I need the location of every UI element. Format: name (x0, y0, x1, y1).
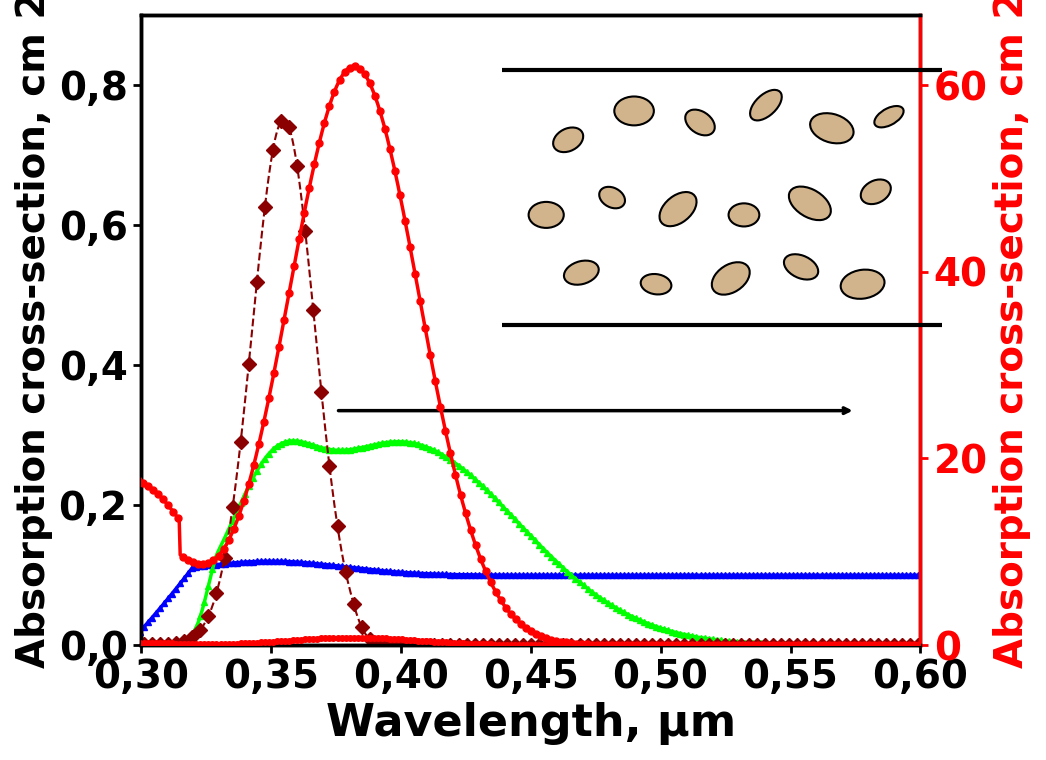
green (733, 638, 746, 647)
Ellipse shape (789, 187, 831, 220)
Ellipse shape (810, 113, 854, 144)
darkred (277, 115, 290, 124)
Line: green: green (124, 438, 936, 649)
Ellipse shape (711, 262, 750, 295)
green (170, 640, 183, 649)
Ellipse shape (553, 128, 583, 152)
blue (590, 571, 602, 580)
Ellipse shape (861, 179, 890, 204)
red (590, 640, 602, 649)
green (121, 641, 134, 650)
red (927, 641, 939, 650)
darkred (590, 641, 602, 650)
green (611, 604, 623, 613)
blue (733, 571, 746, 580)
red (733, 641, 746, 650)
Ellipse shape (640, 274, 672, 294)
Ellipse shape (614, 97, 654, 125)
Line: red: red (124, 63, 936, 649)
blue (636, 571, 649, 580)
Ellipse shape (685, 109, 714, 135)
green (590, 591, 602, 600)
red (611, 641, 623, 650)
blue (170, 583, 183, 592)
red (636, 641, 649, 650)
red (121, 471, 134, 480)
green (636, 616, 649, 625)
Ellipse shape (528, 202, 564, 228)
blue (816, 571, 828, 580)
darkred (121, 639, 134, 648)
blue (121, 641, 134, 650)
darkred (816, 641, 828, 650)
Ellipse shape (840, 270, 884, 299)
Ellipse shape (750, 90, 781, 121)
Ellipse shape (783, 255, 818, 280)
darkred (927, 641, 939, 650)
Ellipse shape (874, 106, 904, 128)
darkred (170, 638, 183, 648)
Ellipse shape (659, 192, 697, 226)
Line: darkred: darkred (122, 115, 938, 650)
Line: blue: blue (124, 559, 936, 648)
green (816, 641, 828, 650)
darkred (636, 641, 649, 650)
darkred (733, 641, 746, 650)
blue (265, 556, 277, 565)
Y-axis label: Absorption cross-section, cm 2: Absorption cross-section, cm 2 (993, 0, 1031, 668)
X-axis label: Wavelength, μm: Wavelength, μm (325, 702, 735, 745)
Ellipse shape (564, 261, 598, 285)
red (170, 512, 183, 521)
darkred (611, 641, 623, 650)
blue (611, 571, 623, 580)
Ellipse shape (728, 204, 759, 226)
blue (927, 571, 939, 580)
red (347, 62, 360, 71)
Ellipse shape (599, 187, 624, 208)
green (287, 436, 299, 445)
green (927, 641, 939, 650)
Y-axis label: Absorption cross-section, cm 2: Absorption cross-section, cm 2 (15, 0, 53, 668)
red (816, 641, 828, 650)
